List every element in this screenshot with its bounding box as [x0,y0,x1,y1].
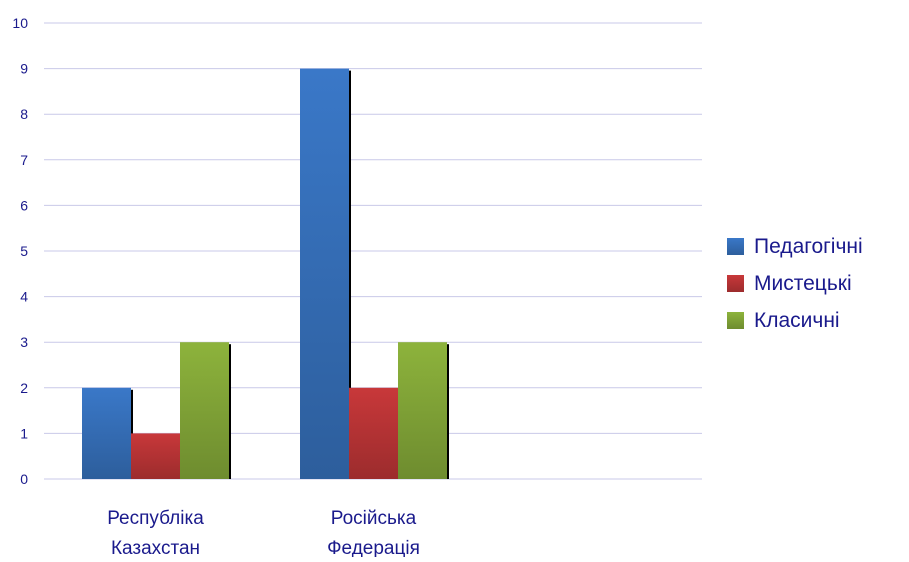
bar-2-2 [349,387,398,479]
y-axis-tick-labels: 0 1 2 3 4 5 6 7 8 9 10 [12,15,28,487]
y-tick-label: 2 [20,380,28,396]
legend-label: Педагогічні [754,235,863,258]
y-tick-label: 0 [20,471,28,487]
y-tick-label: 3 [20,334,28,350]
y-tick-label: 5 [20,243,28,259]
bar-1-1 [82,387,131,479]
x-axis-category-labels: Республіка Казахстан Російська Федерація [107,508,420,559]
legend-swatch [727,312,744,329]
bar-2-1 [131,433,180,479]
bar-1-2 [300,68,349,479]
x-category-label: Федерація [327,538,420,557]
legend-swatch [727,275,744,292]
legend-label: Класичні [754,309,840,332]
y-tick-label: 4 [20,289,28,305]
legend: Педагогічні Мистецькі Класичні [727,235,863,332]
x-category-label: Казахстан [111,538,200,557]
legend-swatch [727,238,744,255]
bar-3-2 [398,342,447,479]
y-tick-label: 8 [20,106,28,122]
y-tick-label: 6 [20,197,28,213]
x-category-label: Російська [331,508,417,529]
y-tick-label: 1 [20,425,28,441]
bar-3-1 [180,342,229,479]
y-tick-label: 9 [20,61,28,77]
y-tick-label: 7 [20,152,28,168]
bars [82,68,449,479]
x-category-label: Республіка [107,508,204,529]
y-tick-label: 10 [12,15,28,31]
legend-label: Мистецькі [754,272,852,295]
